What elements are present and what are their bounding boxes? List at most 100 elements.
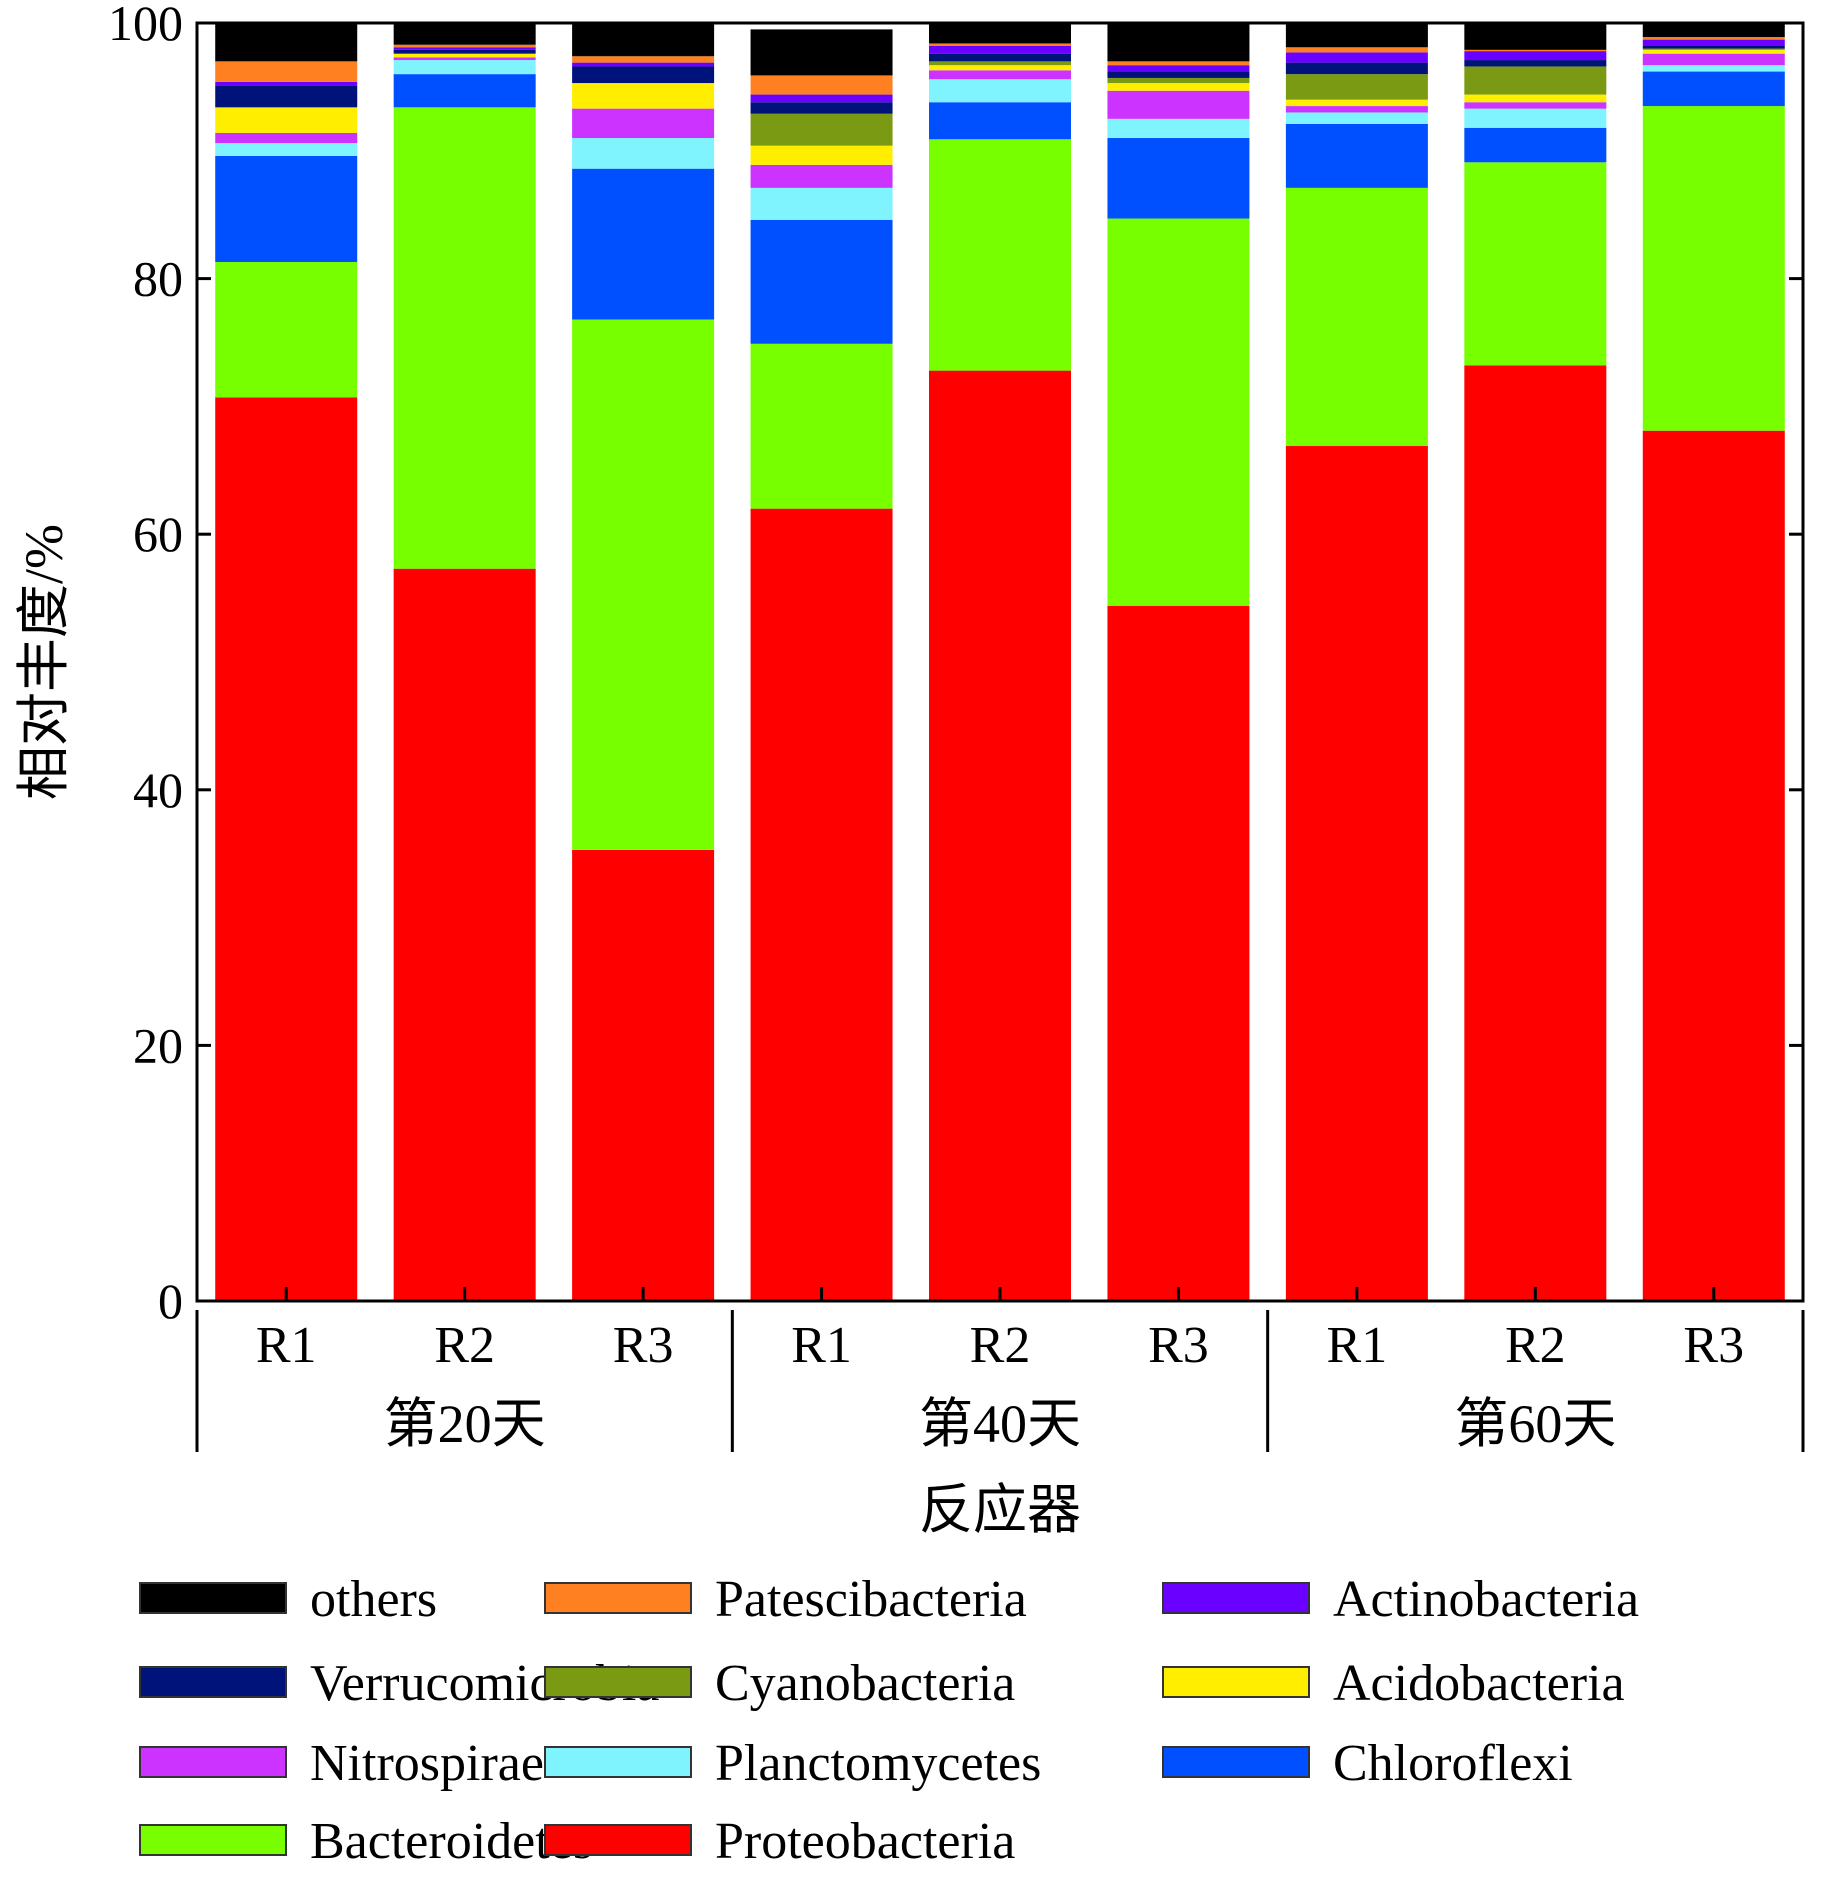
bar-segment [215,132,358,144]
bar-segment [1107,218,1250,606]
bar-segment [1107,90,1250,119]
legend-swatch [544,1746,692,1778]
x-tick-label: R1 [791,1317,852,1374]
legend-swatch [544,1582,692,1614]
bar-segment [1464,66,1607,95]
bar-segment [215,61,358,82]
legend-item: Bacteroidetes [139,1813,593,1870]
legend-label: others [310,1571,437,1628]
bar-segment [1642,430,1785,1301]
legend-swatch [139,1582,287,1614]
legend-item: others [139,1571,437,1628]
x-tick-label: R2 [970,1317,1031,1374]
bar-segment [1642,46,1785,49]
bar-segment [1285,74,1428,100]
bar-segment [572,319,715,850]
x-tick-label: R2 [1505,1317,1566,1374]
bar-segment [393,47,536,50]
legend-label: Cyanobacteria [715,1655,1015,1712]
bar-segment [1464,94,1607,103]
group-label: 第40天 [919,1394,1081,1454]
bar-segment [929,46,1071,54]
bar-segment [1642,65,1785,72]
bar-segment [929,61,1071,66]
bar-segment [215,155,358,262]
bar-segment [393,60,536,75]
bar-segment [750,29,893,76]
bar-segment [393,23,536,45]
bar-segment [572,849,715,1301]
legend-label: Acidobacteria [1333,1655,1625,1712]
bar-segment [1464,49,1607,52]
legend-item: Chloroflexi [1162,1735,1573,1792]
bar-segment [929,23,1071,44]
bar-segment [929,70,1071,80]
group-label: 第60天 [1454,1394,1616,1454]
legend-label: Proteobacteria [715,1813,1015,1870]
x-tick-label: R3 [613,1317,674,1374]
legend-label: Nitrospirae [310,1735,544,1792]
bar-segment [393,49,536,54]
bar-segment [572,56,715,63]
bar-segment [750,508,893,1301]
bar-segment [750,102,893,114]
legend-swatch [1162,1666,1310,1698]
y-tick-label: 60 [133,506,183,562]
bar-segment [393,568,536,1301]
legend-swatch [139,1666,287,1698]
bar-segment [215,397,358,1302]
legend-item: Cyanobacteria [544,1655,1015,1712]
bar-segment [1107,138,1250,219]
bar-segment [393,44,536,48]
bar-segment [750,187,893,220]
x-tick-label: R3 [1148,1317,1209,1374]
bar-segment [1285,112,1428,124]
bar-segment [929,139,1071,371]
bar-segment [572,62,715,67]
bar-segment [750,343,893,509]
y-tick-label: 80 [133,251,183,307]
bar-segment [750,113,893,146]
bar-segment [1285,23,1428,48]
bar-segment [1107,71,1250,78]
bar-segment [1464,108,1607,128]
bar-segment [393,53,536,58]
x-tick-label: R1 [1327,1317,1388,1374]
bar-segment [393,74,536,108]
y-tick-label: 0 [158,1273,183,1329]
group-label: 第20天 [384,1394,546,1454]
x-tick-label: R2 [434,1317,495,1374]
bar-segment [750,164,893,188]
bar-segment [1285,62,1428,75]
x-axis-title: 反应器 [919,1480,1081,1540]
bar-segment [215,261,358,398]
legend: others Patescibacteria Actinobacteria Verru… [139,1571,1639,1870]
legend-item: Patescibacteria [544,1571,1027,1628]
bar-segment [1464,162,1607,366]
bar-segment [1642,23,1785,38]
bar-segment [1285,106,1428,113]
bar-segment [1107,77,1250,84]
bar-segment [215,81,358,86]
x-tick-label: R3 [1683,1317,1744,1374]
bar-segment [1285,446,1428,1301]
bar-segment [1285,123,1428,188]
bar-segment [1464,127,1607,163]
bar-segment [1642,106,1785,431]
bar-segment [1107,61,1250,66]
legend-swatch [1162,1582,1310,1614]
bar-segment [215,107,358,133]
bar-segment [1642,39,1785,47]
bar-segment [1642,71,1785,107]
bar-segment [215,143,358,156]
bar-segment [929,65,1071,71]
bar-segment [929,53,1071,62]
bar-segment [929,370,1071,1302]
legend-item: Actinobacteria [1162,1571,1639,1628]
bar-segment [572,66,715,84]
bar-segment [750,145,893,165]
bar-segment [750,94,893,103]
bar-segment [1107,23,1250,62]
y-axis-title: 相对丰度/% [14,524,74,800]
